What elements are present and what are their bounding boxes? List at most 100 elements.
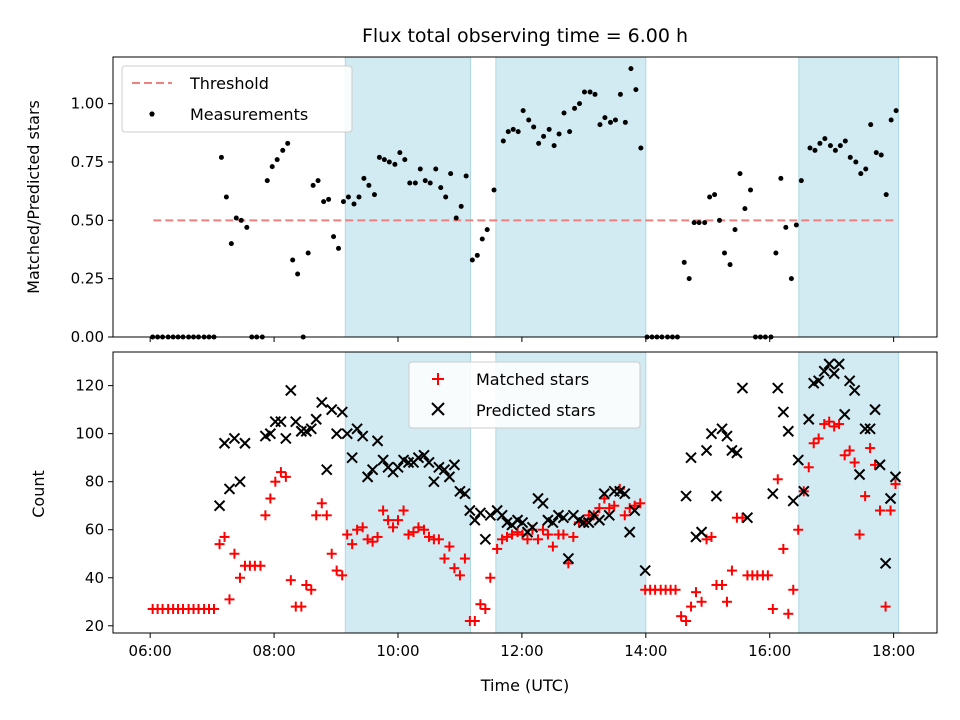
top-y-axis-label: Matched/Predicted stars	[24, 100, 43, 294]
measurement-point	[622, 119, 628, 125]
matched-star-marker	[522, 534, 533, 545]
measurement-point	[351, 201, 357, 207]
measurement-point	[479, 236, 485, 242]
predicted-star-marker	[325, 403, 338, 416]
measurement-point	[305, 250, 311, 256]
x-tick-label: 18:00	[872, 642, 915, 660]
predicted-star-marker	[879, 557, 892, 570]
matched-star-marker	[542, 529, 553, 540]
matched-star-marker	[296, 601, 307, 612]
bottom-legend-box	[408, 361, 641, 429]
y-tick-label: 0.50	[71, 211, 104, 229]
predicted-star-marker	[593, 514, 606, 526]
measurement-point	[888, 117, 894, 123]
measurement-point	[491, 187, 497, 193]
measurement-point	[853, 159, 859, 165]
matched-star-marker	[880, 601, 891, 612]
predicted-star-marker	[285, 384, 297, 397]
predicted-star-marker	[578, 516, 590, 529]
measurement-point	[793, 222, 799, 228]
matched-star-marker	[224, 594, 235, 605]
measurement-point	[691, 220, 697, 226]
measurement-point	[417, 166, 423, 172]
top-panel-frame	[112, 56, 938, 338]
measurement-point	[587, 89, 593, 95]
measurement-point	[290, 257, 296, 263]
predicted-star-marker	[619, 487, 631, 500]
matched-star-marker	[321, 510, 332, 521]
predicted-star-marker	[264, 427, 277, 440]
x-axis-label: Time (UTC)	[480, 676, 569, 695]
predicted-star-marker	[346, 451, 358, 464]
predicted-star-marker	[371, 435, 384, 447]
measurement-point	[244, 224, 250, 230]
matched-star-marker	[533, 534, 544, 545]
predicted-star-marker	[557, 512, 570, 524]
measurement-point	[817, 140, 823, 146]
matched-star-marker	[839, 450, 850, 461]
matched-star-marker	[331, 565, 342, 576]
measurement-point	[474, 252, 480, 258]
measurement-point	[727, 262, 733, 268]
matched-star-marker	[235, 572, 246, 583]
matched-star-marker	[547, 541, 558, 552]
measurement-point	[515, 129, 521, 135]
measurement-point	[847, 154, 853, 160]
predicted-star-marker	[721, 430, 733, 442]
top-panel-marks	[150, 66, 899, 340]
matched-star-marker	[280, 471, 291, 482]
matched-star-marker	[558, 529, 569, 540]
measurement-point	[392, 161, 398, 167]
legend-predicted-label: Predicted stars	[476, 401, 596, 420]
legend-matched-label: Matched stars	[476, 370, 589, 389]
bottom-panel-frame	[112, 351, 938, 634]
predicted-star-marker	[562, 552, 575, 565]
matched-star-marker	[767, 603, 778, 614]
matched-star-marker	[326, 548, 337, 559]
matched-star-marker	[378, 505, 389, 516]
measurement-point	[551, 143, 557, 149]
matched-star-marker	[726, 565, 737, 576]
predicted-star-marker	[239, 437, 251, 449]
predicted-star-marker	[428, 475, 440, 488]
predicted-star-marker	[402, 456, 415, 469]
predicted-star-marker	[295, 425, 308, 437]
matched-star-marker	[629, 500, 640, 511]
x-tick-label: 14:00	[624, 642, 667, 660]
predicted-star-marker	[234, 475, 246, 488]
predicted-star-marker	[213, 500, 226, 512]
measurement-point	[827, 143, 833, 149]
measurement-point	[269, 164, 275, 170]
matched-star-marker	[265, 493, 276, 504]
bottom-legend: Matched stars Predicted stars	[408, 361, 641, 429]
matched-star-marker	[865, 443, 876, 454]
predicted-star-marker	[418, 449, 430, 461]
measurement-point	[567, 129, 573, 135]
measurement-point	[397, 150, 403, 156]
matched-star-marker	[849, 457, 860, 468]
predicted-star-marker	[459, 487, 471, 500]
matched-star-marker	[383, 515, 394, 526]
measurement-point	[732, 227, 738, 233]
matched-star-marker	[737, 512, 748, 523]
y-tick-label: 1.00	[71, 95, 104, 113]
measurement-point	[376, 154, 382, 160]
matched-star-marker	[419, 524, 430, 535]
bottom-panel-marks	[147, 358, 902, 626]
legend-measurements-label: Measurements	[190, 105, 308, 124]
measurement-point	[526, 117, 532, 123]
axes: 0.00 0.25 0.50 0.75 1.00 06:00 08:00 10:00 12:00…	[71, 56, 938, 660]
shaded-interval	[495, 56, 647, 338]
predicted-star-marker	[782, 425, 795, 437]
measurement-point	[748, 187, 754, 193]
matched-star-marker	[890, 479, 901, 490]
measurement-point	[505, 129, 511, 135]
measurement-point	[223, 194, 229, 200]
measurement-point	[581, 89, 587, 95]
matched-star-marker	[690, 587, 701, 598]
matched-star-marker	[635, 498, 646, 509]
predicted-star-marker	[833, 358, 845, 370]
measurement-point	[536, 140, 542, 146]
matched-star-marker	[255, 560, 266, 571]
shaded-interval	[798, 56, 900, 338]
